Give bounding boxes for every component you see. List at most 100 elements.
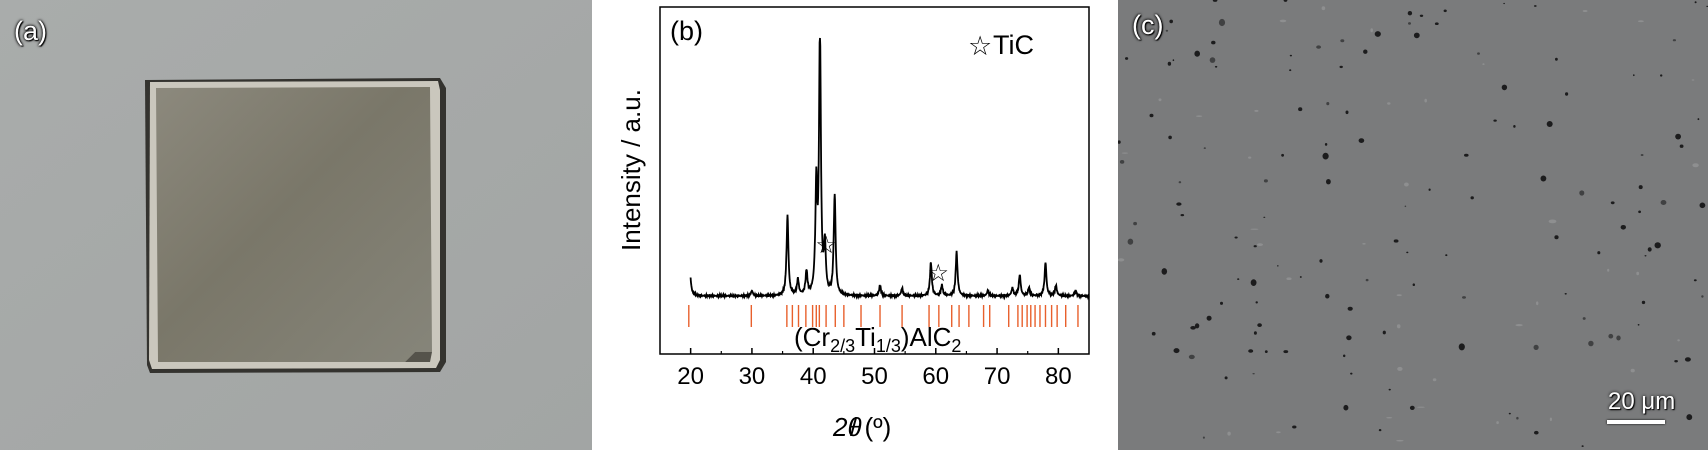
pore-mark [1581,445,1584,447]
pore-mark [1176,202,1182,206]
pore-mark [1684,357,1691,362]
pore-mark [1588,340,1594,347]
pore-mark [1340,39,1345,43]
pore-mark [1533,344,1539,350]
pore-mark [1206,315,1212,321]
grain-highlight [1362,243,1366,245]
x-tick-label: 80 [1045,363,1072,390]
pore-mark [1188,354,1195,360]
pore-mark [1203,147,1206,150]
pore-mark [1292,425,1297,429]
pore-mark [1211,40,1216,45]
pore-mark [1316,45,1321,49]
pore-mark [1264,350,1268,353]
pore-mark [1654,242,1661,249]
pore-mark [1248,349,1254,353]
pore-mark [1133,221,1137,226]
y-axis-label: Intensity / a.u. [616,89,646,251]
grain-highlight [1387,102,1391,105]
pore-mark [1263,216,1266,218]
pore-mark [1149,113,1154,118]
pore-mark [1406,251,1409,254]
grain-highlight [1549,417,1552,422]
pore-mark [1127,238,1134,245]
pore-mark [1462,296,1466,299]
grain-highlight [1386,417,1393,419]
grain-highlight [1321,6,1326,11]
grain-highlight [1607,268,1610,272]
pore-mark [1172,59,1175,62]
pore-mark [1508,412,1511,415]
grain-highlight [1496,421,1499,425]
pore-mark [1546,121,1553,127]
pore-mark [1289,69,1292,72]
pore-mark [1470,196,1474,200]
sample-photo [0,0,592,450]
pore-mark [1582,317,1586,320]
xrd-chart-panel: 20 30 40 50 60 70 80 ☆ ☆ (b) ☆ TiC (Cr2/3Ti1/3)… [592,0,1118,450]
pore-mark [1167,61,1172,66]
pore-mark [1255,301,1258,304]
pore-mark [1445,254,1448,257]
pore-mark [1263,179,1268,183]
panel-b-label: (b) [670,16,703,46]
grain-highlight [1637,20,1644,23]
pore-mark [1501,84,1508,91]
pore-mark [1697,118,1700,121]
grain-highlight [1276,431,1281,434]
grain-highlight [1677,339,1680,342]
pore-mark [1597,251,1601,255]
pore-mark [1324,143,1328,146]
pore-mark [1363,49,1368,54]
pore-mark [1168,135,1172,140]
pore-mark [1493,119,1497,122]
panel-a-label: (a) [14,16,47,46]
pore-mark [1679,144,1684,148]
x-tick-label: 30 [739,363,766,390]
pore-mark [1579,190,1585,196]
grain-highlight [1548,219,1557,224]
scale-bar-label: 20 μm [1608,388,1676,415]
pore-mark [1119,160,1125,164]
xrd-series-line [689,37,1090,301]
grain-highlight [1396,294,1402,297]
pore-mark [1209,57,1216,63]
grain-highlight [1536,301,1539,306]
legend-label: TiC [993,30,1034,60]
grain-highlight [1396,439,1404,442]
pore-mark [1178,181,1182,184]
grain-highlight [1286,277,1292,281]
sample-face [156,87,432,362]
pore-mark [1283,350,1289,354]
pore-mark [1428,188,1431,191]
pore-mark [1674,360,1678,363]
grain-highlight [1254,109,1259,112]
x-tick-label: 20 [677,363,704,390]
pore-mark [1516,416,1519,420]
pore-mark [1382,330,1386,335]
grain-highlight [1121,152,1128,154]
pore-mark [1253,245,1257,248]
pore-mark [1393,239,1399,243]
pore-mark [1640,154,1644,156]
pore-mark [1464,153,1469,157]
pore-mark [1190,326,1196,330]
pore-mark [1218,18,1226,27]
pore-mark [1250,279,1257,286]
pore-mark [1212,0,1218,2]
pore-mark [1699,202,1706,209]
pore-mark [1407,11,1413,16]
pore-mark [1326,102,1330,106]
pore-mark [1298,107,1303,112]
grain-highlight [1692,163,1699,168]
pore-mark [1540,175,1547,182]
pore-mark [1534,430,1539,435]
pore-mark [1202,436,1205,439]
pore-mark [1224,376,1228,380]
pore-mark [1434,22,1439,26]
tic-peak-marker: ☆ [815,232,837,259]
pore-mark [1325,293,1330,299]
grain-highlight [1482,63,1485,65]
pore-mark [1378,429,1382,432]
grain-highlight [1636,271,1640,276]
